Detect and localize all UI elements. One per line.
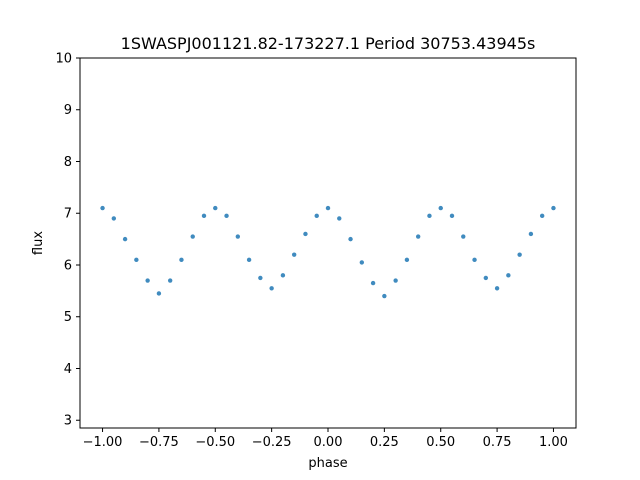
y-tick-label: 6 bbox=[64, 258, 72, 273]
data-point bbox=[246, 257, 252, 263]
data-point bbox=[314, 213, 319, 219]
y-tick-label: 8 bbox=[64, 155, 72, 170]
data-point bbox=[190, 234, 195, 239]
data-point bbox=[303, 231, 308, 237]
data-point bbox=[111, 216, 117, 221]
data-point bbox=[213, 205, 218, 211]
data-point bbox=[224, 213, 229, 219]
data-point bbox=[134, 257, 139, 263]
x-tick-label: −0.25 bbox=[252, 435, 292, 450]
plot-frame bbox=[79, 57, 577, 429]
x-tick-label: −0.75 bbox=[139, 435, 179, 450]
x-tick-label: 0.00 bbox=[314, 435, 343, 450]
x-tick-label: −1.00 bbox=[83, 435, 123, 450]
data-point bbox=[291, 252, 297, 257]
scatter-points bbox=[100, 205, 556, 299]
data-point bbox=[382, 293, 387, 299]
data-point bbox=[393, 278, 398, 283]
data-point bbox=[438, 205, 443, 211]
y-tick-label: 5 bbox=[64, 310, 72, 325]
y-axis: 3 4 5 6 7 8 9 10 bbox=[55, 52, 80, 429]
data-point bbox=[461, 234, 466, 239]
x-tick-label: −0.50 bbox=[195, 435, 235, 450]
data-point bbox=[235, 234, 241, 239]
data-point bbox=[269, 286, 274, 291]
y-tick-label: 10 bbox=[55, 52, 72, 67]
data-point bbox=[528, 231, 534, 237]
x-tick-label: 0.50 bbox=[426, 435, 455, 450]
data-point bbox=[359, 260, 365, 265]
data-point bbox=[280, 273, 286, 278]
y-tick-label: 7 bbox=[64, 207, 72, 222]
data-point bbox=[506, 273, 511, 278]
x-tick-label: 0.75 bbox=[483, 435, 512, 450]
data-point bbox=[258, 275, 263, 281]
x-axis-label: phase bbox=[308, 456, 347, 471]
data-point bbox=[122, 236, 128, 242]
data-point bbox=[100, 205, 105, 211]
data-point bbox=[483, 275, 489, 281]
data-point bbox=[472, 257, 477, 263]
data-point bbox=[337, 216, 342, 221]
y-axis-label: flux bbox=[31, 231, 46, 255]
data-point bbox=[370, 280, 376, 286]
y-tick-label: 3 bbox=[64, 414, 72, 429]
x-tick-label: 0.25 bbox=[370, 435, 399, 450]
data-point bbox=[145, 278, 150, 283]
y-tick-label: 4 bbox=[64, 362, 72, 377]
data-point bbox=[167, 278, 173, 283]
data-point bbox=[517, 252, 522, 257]
x-tick-label: 1.00 bbox=[539, 435, 568, 450]
data-point bbox=[179, 257, 184, 263]
y-tick-label: 9 bbox=[64, 103, 72, 118]
data-point bbox=[156, 291, 162, 296]
x-axis: −1.00 −0.75 −0.50 −0.25 0.00 0.25 0.50 0.75 1.00 bbox=[83, 428, 568, 450]
data-point bbox=[539, 213, 545, 219]
data-point bbox=[427, 213, 432, 219]
data-point bbox=[551, 205, 556, 211]
data-point bbox=[325, 205, 331, 211]
chart-title: 1SWASPJ001121.82-173227.1 Period 30753.4… bbox=[121, 34, 536, 53]
data-point bbox=[449, 213, 455, 219]
data-point bbox=[404, 257, 410, 263]
data-point bbox=[201, 213, 207, 219]
data-point bbox=[415, 234, 421, 239]
data-point bbox=[494, 286, 500, 291]
data-point bbox=[348, 236, 353, 242]
